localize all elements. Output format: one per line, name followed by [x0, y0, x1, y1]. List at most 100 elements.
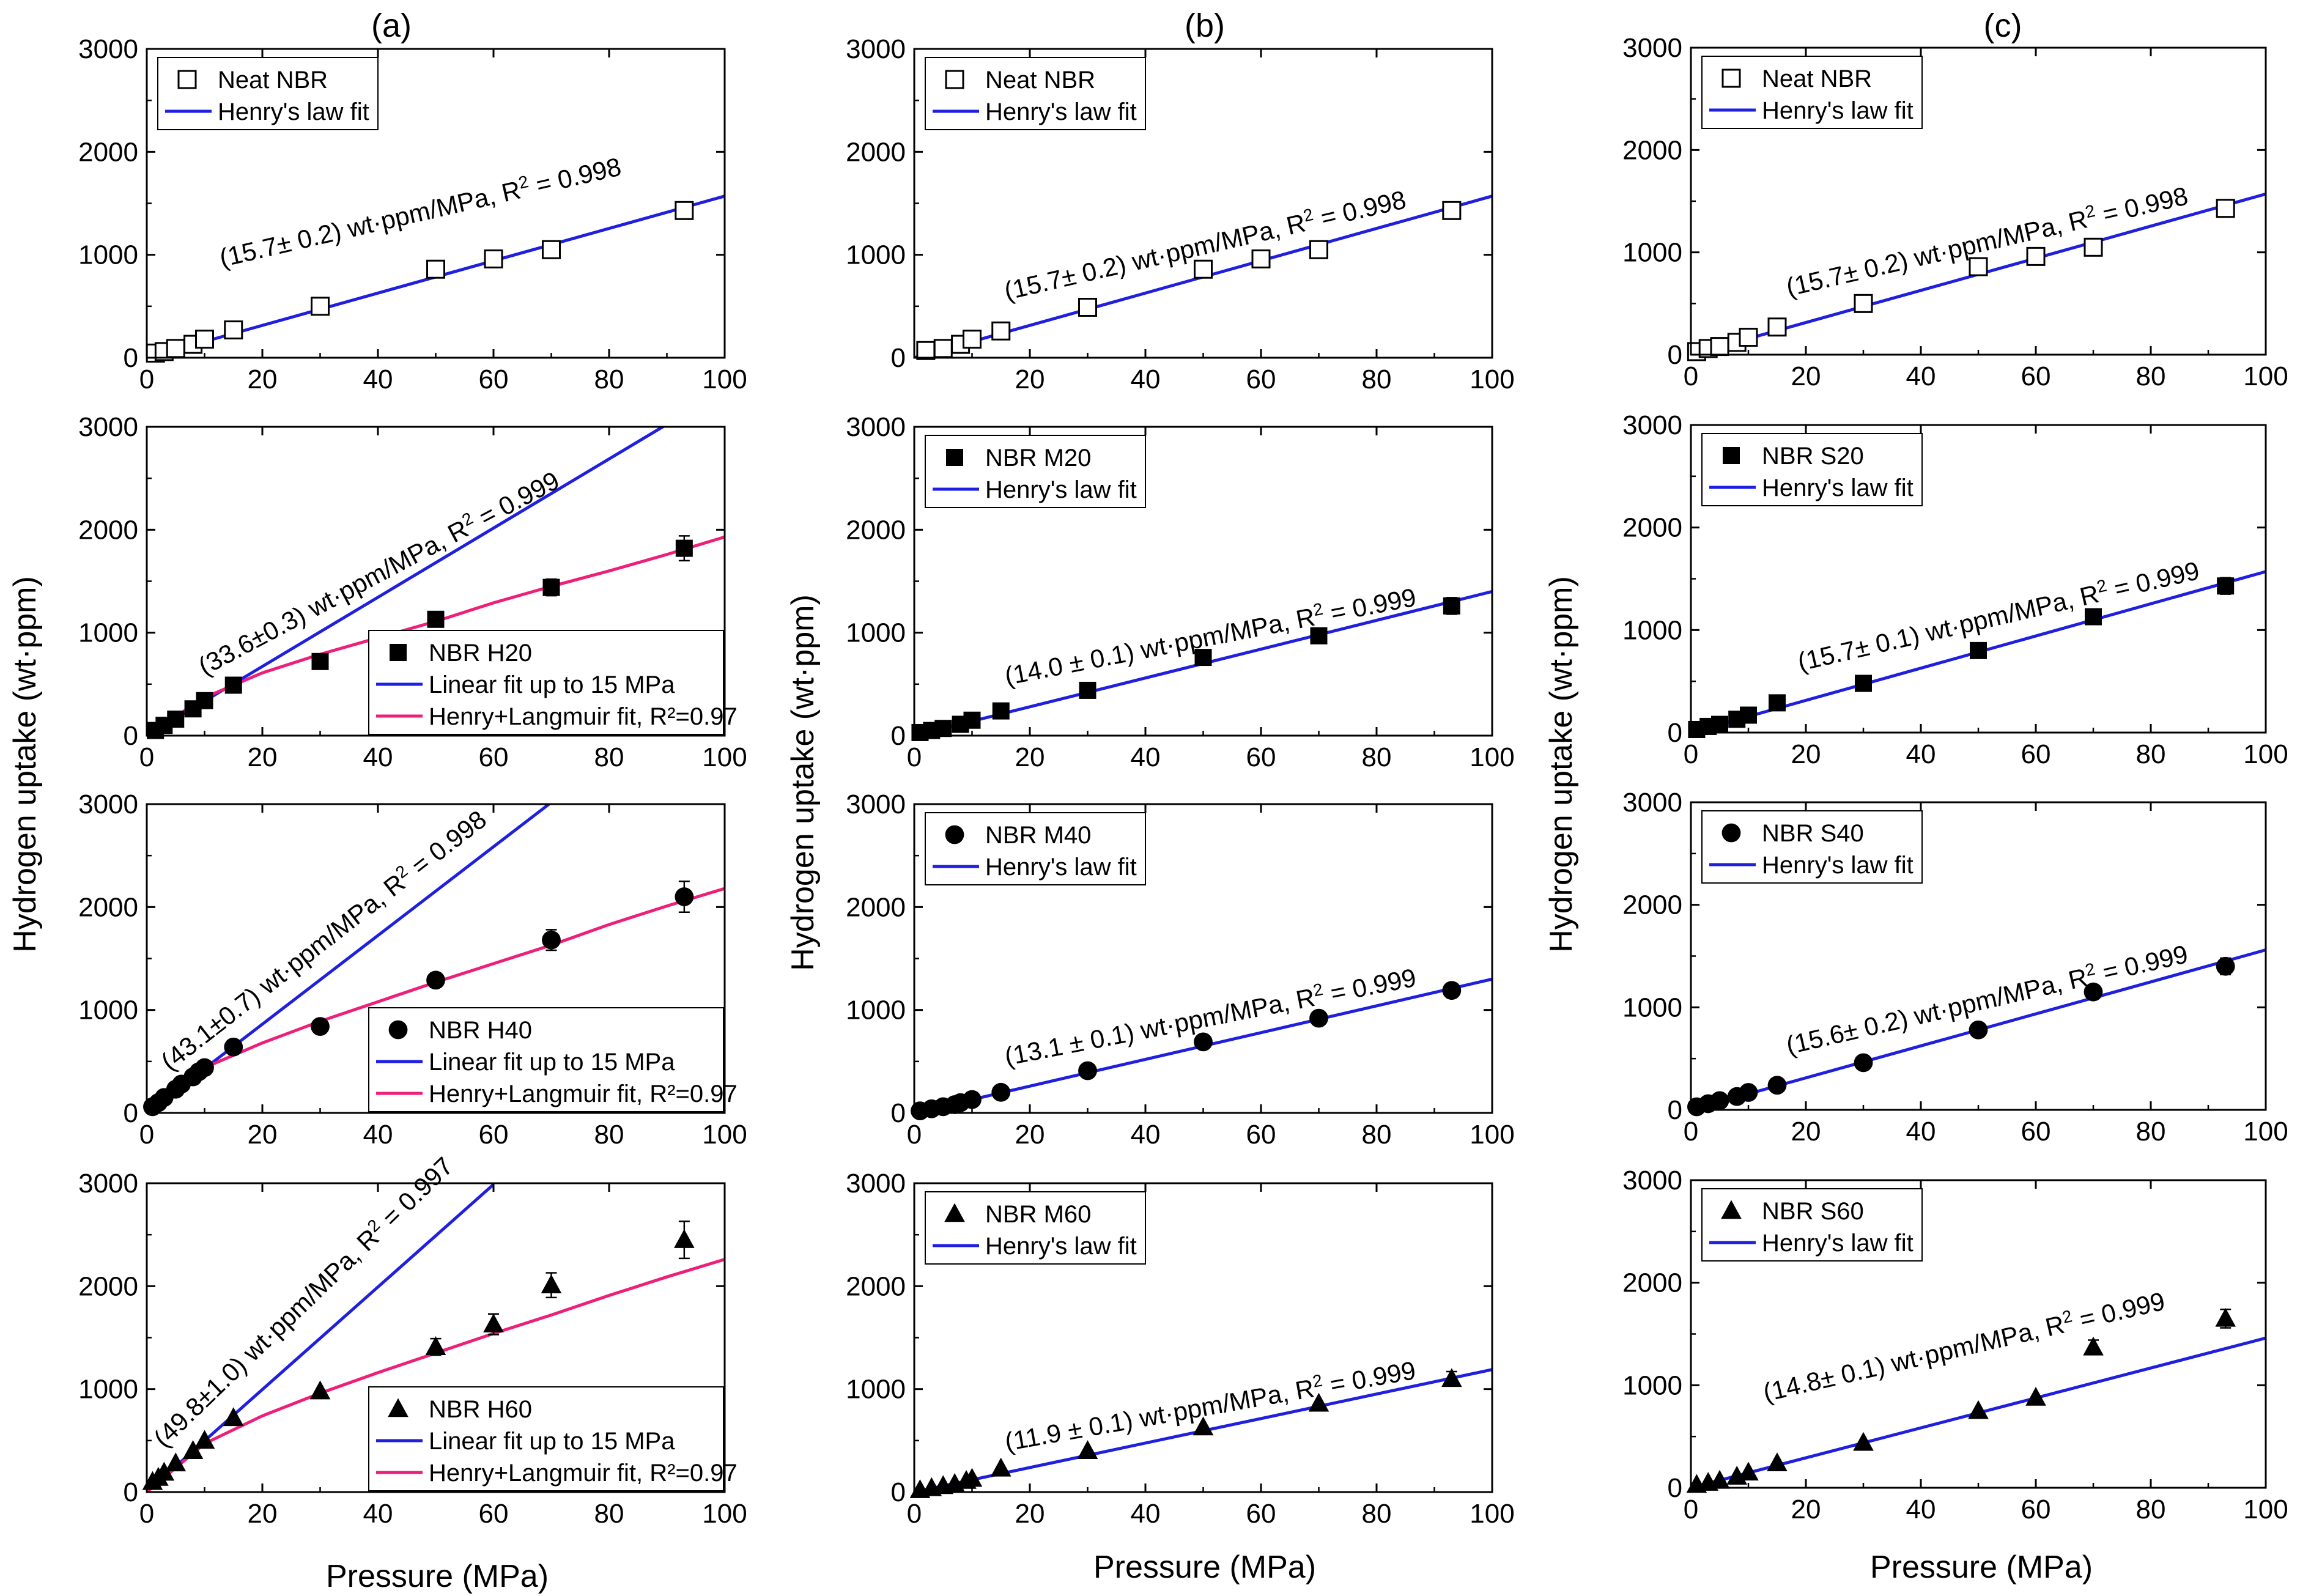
column-label-b: (b)	[1185, 7, 1225, 44]
column-label-a: (a)	[371, 7, 412, 44]
x-tick-label: 20	[1791, 1117, 1821, 1147]
y-tick-label: 1000	[1622, 992, 1682, 1022]
data-point	[1194, 259, 1213, 279]
annotation-tail: = 0.998	[526, 152, 624, 201]
data-point	[991, 321, 1011, 341]
data-point	[311, 652, 329, 670]
y-tick-label: 3000	[78, 412, 138, 442]
legend-marker	[1721, 823, 1741, 843]
fit-annotation: (15.7± 0.2) wt·ppm/MPa, R2 = 0.998	[1783, 180, 2191, 301]
data-point	[426, 970, 445, 990]
x-tick-label: 0	[139, 742, 154, 772]
legend-box	[368, 1386, 724, 1491]
data-point	[182, 1440, 204, 1459]
x-tick-label: 60	[1246, 364, 1276, 394]
data-point	[2025, 1386, 2046, 1406]
data-point	[2215, 1307, 2236, 1327]
y-tick-label: 1000	[78, 240, 138, 270]
y-tick-label: 2000	[846, 515, 906, 545]
legend-label: Henry+Langmuir fit, R²=0.97	[429, 1081, 738, 1107]
legend-marker	[1723, 447, 1740, 464]
legend-label: Neat NBR	[985, 67, 1095, 94]
y-tick-label: 0	[124, 1098, 138, 1128]
data-point	[167, 711, 185, 728]
y-tick-label: 3000	[78, 34, 138, 64]
x-tick-label: 20	[1015, 1499, 1045, 1529]
data-point	[992, 702, 1010, 720]
legend-label: Linear fit up to 15 MPa	[429, 671, 675, 698]
x-tick-label: 0	[139, 1499, 154, 1529]
annotation-main: (15.7± 0.2) wt·ppm/MPa, R	[216, 175, 523, 272]
annotation-tail: = 0.999	[2093, 939, 2191, 988]
legend: NBR H40 Linear fit up to 15 MPa Henry+Lang…	[368, 1007, 738, 1112]
x-tick-label: 100	[2243, 1117, 2288, 1147]
x-tick-label: 80	[2136, 1117, 2166, 1147]
data-point	[483, 1313, 504, 1332]
data-point	[1738, 1461, 1759, 1481]
legend-box	[1701, 810, 1923, 884]
x-tick-label: 20	[248, 1499, 278, 1529]
x-tick-label: 80	[2136, 361, 2166, 391]
fit-annotation: (13.1 ± 0.1) wt·ppm/MPa, R2 = 0.999	[1002, 961, 1418, 1071]
fit-annotation: (15.6± 0.2) wt·ppm/MPa, R2 = 0.999	[1783, 938, 2191, 1060]
x-tick-label: 20	[1015, 1120, 1045, 1150]
y-tick-label: 0	[891, 1098, 906, 1128]
data-point	[542, 240, 561, 259]
annotation-exponent: 2	[1312, 599, 1325, 619]
y-tick-label: 3000	[846, 34, 906, 64]
data-point	[963, 1090, 982, 1109]
y-tick-label: 3000	[846, 1169, 906, 1199]
legend-label: NBR H20	[429, 640, 532, 667]
data-point	[1767, 1452, 1788, 1472]
data-point	[1194, 1032, 1213, 1052]
data-point	[196, 692, 213, 709]
y-tick-label: 1000	[78, 1375, 138, 1405]
y-axis-title-a: Hydrogen uptake (wt·ppm)	[7, 576, 43, 953]
y-tick-label: 1000	[78, 618, 138, 648]
fit-annotation: (15.7± 0.1) wt·ppm/MPa, R2 = 0.999	[1794, 555, 2202, 676]
legend-label: Henry+Langmuir fit, R²=0.97	[429, 703, 738, 730]
data-point	[426, 259, 445, 279]
data-point	[1079, 681, 1096, 699]
legend-label: NBR S40	[1762, 820, 1864, 847]
y-tick-label: 3000	[78, 1169, 138, 1199]
legend-marker	[944, 1203, 965, 1222]
x-tick-label: 60	[2021, 361, 2051, 391]
legend-label: NBR M40	[985, 822, 1091, 849]
data-point	[916, 341, 936, 360]
data-point	[1767, 1076, 1787, 1095]
annotation-exponent: 2	[2084, 201, 2097, 221]
data-point	[963, 330, 982, 349]
data-point	[961, 1468, 983, 1487]
legend-label: NBR H40	[429, 1017, 532, 1044]
legend-marker	[1721, 68, 1741, 88]
x-tick-label: 0	[1684, 1494, 1698, 1524]
x-axis-title-a: Pressure (MPa)	[326, 1559, 549, 1594]
y-tick-label: 2000	[1622, 513, 1682, 543]
legend-label: NBR M60	[985, 1201, 1091, 1228]
legend-label: Henry's law fit	[1762, 97, 1914, 124]
data-point	[1767, 317, 1787, 337]
y-tick-label: 0	[1668, 718, 1682, 748]
data-point	[224, 676, 242, 694]
data-point	[1710, 337, 1729, 357]
data-point	[1442, 201, 1462, 220]
x-tick-label: 40	[363, 1120, 393, 1150]
x-tick-label: 40	[363, 742, 393, 772]
data-point	[1853, 1432, 1874, 1451]
x-tick-label: 80	[1362, 1120, 1392, 1150]
annotation-exponent: 2	[1301, 204, 1315, 225]
x-tick-label: 0	[1684, 739, 1698, 769]
x-tick-label: 80	[594, 1120, 624, 1150]
y-tick-label: 3000	[78, 789, 138, 819]
y-tick-label: 1000	[846, 996, 906, 1025]
x-tick-label: 100	[1470, 1499, 1514, 1529]
y-tick-label: 3000	[846, 412, 906, 442]
legend-marker	[388, 1020, 408, 1040]
data-point	[2026, 246, 2046, 266]
x-tick-label: 80	[2136, 1494, 2166, 1524]
data-point	[1739, 1083, 1758, 1102]
legend-label: Neat NBR	[218, 67, 328, 94]
